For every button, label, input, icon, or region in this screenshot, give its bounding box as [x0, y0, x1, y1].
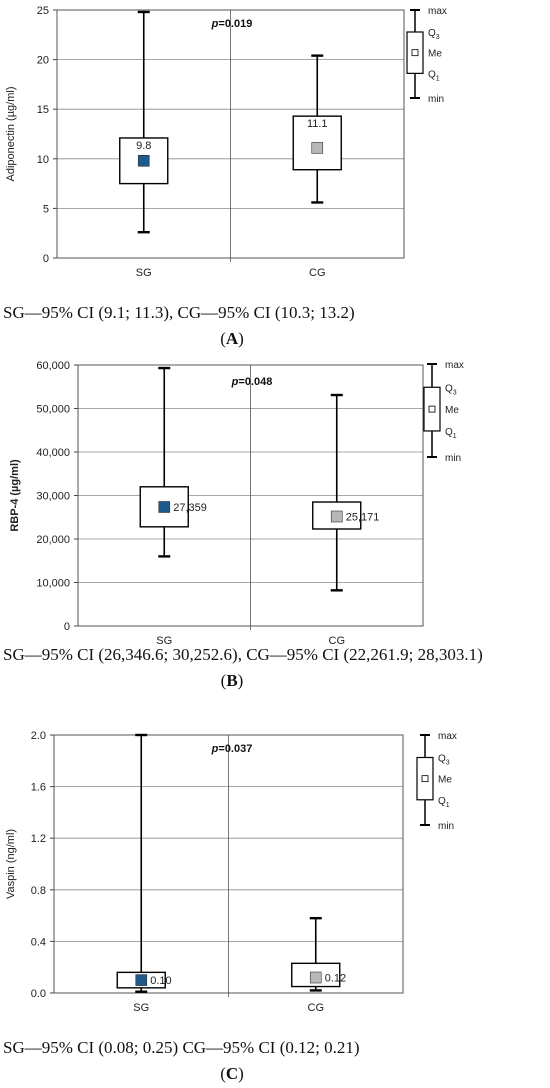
y-tick-label: 10,000	[36, 578, 70, 590]
y-tick-label: 0.8	[31, 885, 46, 897]
legend-me-label: Me	[438, 775, 452, 786]
ci-caption: SG—95% CI (0.08; 0.25) CG—95% CI (0.12; …	[3, 1038, 360, 1057]
median-label-cg: 0.12	[325, 973, 346, 985]
legend-min-label: min	[445, 453, 461, 464]
legend-max-label: max	[445, 360, 464, 371]
median-marker-cg	[309, 971, 322, 984]
panel-label: (A)	[220, 329, 244, 348]
y-axis-label: Vaspin (ng/ml)	[5, 829, 17, 899]
panel-label: (B)	[221, 671, 244, 690]
x-tick-label: SG	[156, 635, 172, 647]
panel-label: (C)	[220, 1064, 244, 1083]
median-label-sg: 0.10	[150, 975, 171, 987]
x-tick-label: SG	[136, 267, 152, 279]
legend-q1-label: Q1	[445, 427, 457, 440]
x-tick-label: SG	[133, 1002, 149, 1014]
p-value-label: p=0.037	[211, 743, 253, 755]
legend-q3-label: Q3	[445, 383, 457, 396]
y-tick-label: 5	[43, 203, 49, 215]
y-tick-label: 20	[37, 55, 49, 67]
median-marker-cg	[330, 510, 343, 523]
legend-me-label: Me	[445, 405, 459, 416]
legend-max-label: max	[428, 6, 447, 17]
median-marker-sg	[158, 501, 171, 513]
legend-min-label: min	[428, 94, 444, 105]
y-tick-label: 0	[64, 621, 70, 633]
x-tick-label: CG	[308, 1002, 325, 1014]
y-tick-label: 1.2	[31, 833, 46, 845]
legend-median-marker	[428, 405, 436, 413]
y-tick-label: 1.6	[31, 782, 46, 794]
box-legend: max Q3 Me Q1 min	[416, 731, 457, 832]
y-tick-label: 20,000	[36, 534, 70, 546]
legend-q3-label: Q3	[428, 28, 440, 41]
chart-panel-a: 0 5 10 15 20 25 Adiponectin (µg/ml) SG CG p=0.019…	[3, 5, 447, 348]
x-tick-label: CG	[309, 267, 326, 279]
y-tick-label: 40,000	[36, 447, 70, 459]
ci-caption: SG—95% CI (26,346.6; 30,252.6), CG—95% C…	[3, 645, 483, 664]
p-value-label: p=0.019	[211, 18, 253, 30]
y-tick-label: 2.0	[31, 730, 46, 742]
y-axis-label: Adiponectin (µg/ml)	[5, 87, 17, 182]
x-tick-label: CG	[329, 635, 346, 647]
legend-median-marker	[411, 49, 419, 57]
box-legend: max Q3 Me Q1 min	[423, 360, 464, 464]
y-tick-label: 15	[37, 104, 49, 116]
chart-panel-c: 0.0 0.4 0.8 1.2 1.6 2.0 Vaspin (ng/ml) SG CG p=0.…	[3, 730, 457, 1083]
y-axis-label: RBP-4 (µg/ml)	[9, 459, 21, 532]
median-label-cg: 11.1	[307, 118, 328, 130]
legend-me-label: Me	[428, 49, 442, 60]
legend-median-marker	[421, 775, 429, 783]
y-tick-label: 0	[43, 253, 49, 265]
median-label-cg: 25,171	[346, 512, 380, 524]
p-value-label: p=0.048	[231, 376, 273, 388]
box-legend: max Q3 Me Q1 min	[406, 6, 447, 105]
median-label-sg: 27,359	[173, 502, 207, 514]
y-tick-label: 0.4	[31, 936, 46, 948]
median-marker-cg	[311, 142, 324, 154]
y-tick-label: 30,000	[36, 491, 70, 503]
median-label-sg: 9.8	[136, 140, 151, 152]
ci-caption: SG—95% CI (9.1; 11.3), CG—95% CI (10.3; …	[3, 303, 355, 322]
y-tick-label: 0.0	[31, 988, 46, 1000]
chart-panel-b: 0 10,000 20,000 30,000 40,000 50,000 60,000 RBP…	[3, 360, 483, 690]
legend-q1-label: Q1	[438, 796, 450, 809]
y-tick-label: 50,000	[36, 404, 70, 416]
legend-q3-label: Q3	[438, 754, 450, 767]
legend-max-label: max	[438, 731, 457, 742]
y-tick-label: 10	[37, 154, 49, 166]
legend-min-label: min	[438, 821, 454, 832]
legend-q1-label: Q1	[428, 69, 440, 82]
y-tick-label: 25	[37, 5, 49, 17]
y-tick-label: 60,000	[36, 360, 70, 372]
median-marker-sg	[135, 974, 148, 986]
median-marker-sg	[137, 154, 150, 167]
